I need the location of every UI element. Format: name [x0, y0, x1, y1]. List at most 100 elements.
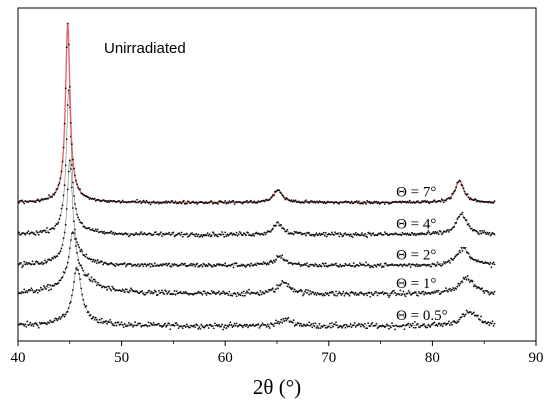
data-point	[314, 292, 316, 294]
data-point	[458, 285, 460, 287]
data-point	[69, 160, 71, 162]
data-point	[95, 281, 97, 283]
data-point	[323, 232, 325, 234]
data-point	[468, 279, 470, 281]
data-point	[340, 233, 342, 235]
data-point	[227, 294, 229, 296]
data-point	[440, 231, 442, 233]
data-point	[286, 285, 288, 287]
data-point	[52, 321, 54, 323]
data-point	[213, 232, 215, 234]
data-point	[73, 168, 75, 170]
data-point	[141, 263, 143, 265]
data-point	[207, 324, 209, 326]
data-point	[112, 232, 114, 234]
data-point	[92, 228, 94, 230]
data-point	[128, 292, 130, 294]
data-point	[400, 264, 402, 266]
data-point	[265, 324, 267, 326]
data-point	[93, 259, 95, 261]
data-point	[155, 291, 157, 293]
data-point	[283, 320, 285, 322]
data-point	[470, 311, 472, 313]
data-point	[40, 230, 42, 232]
data-point	[85, 305, 87, 307]
data-point	[235, 234, 237, 236]
data-point	[150, 293, 152, 295]
data-point	[75, 245, 77, 247]
data-point	[457, 253, 459, 255]
data-point	[54, 225, 56, 227]
data-point	[39, 290, 41, 292]
data-point	[393, 290, 395, 292]
data-point	[469, 225, 471, 227]
data-point	[258, 327, 260, 329]
data-point	[268, 263, 270, 265]
data-point	[12, 233, 14, 235]
data-point	[36, 289, 38, 291]
data-point	[459, 283, 461, 285]
data-point	[365, 261, 367, 263]
data-point	[293, 234, 295, 236]
data-point	[324, 235, 326, 237]
data-point	[280, 192, 282, 194]
data-point	[182, 293, 184, 295]
data-point	[349, 263, 351, 265]
data-point	[353, 324, 355, 326]
data-point	[279, 255, 281, 257]
data-point	[364, 265, 366, 267]
data-point	[81, 222, 83, 224]
data-point	[339, 292, 341, 294]
data-point	[65, 268, 67, 270]
data-point	[370, 292, 372, 294]
data-point	[176, 264, 178, 266]
data-point	[418, 264, 420, 266]
data-point	[95, 317, 97, 319]
data-point	[116, 325, 118, 327]
data-point	[80, 249, 82, 251]
data-point	[108, 321, 110, 323]
data-point	[236, 322, 238, 324]
data-point	[150, 266, 152, 268]
data-point	[77, 244, 79, 246]
data-point	[305, 235, 307, 237]
data-point	[324, 325, 326, 327]
data-point	[8, 233, 10, 235]
data-point	[250, 263, 252, 265]
data-point	[348, 293, 350, 295]
data-point	[61, 171, 63, 173]
data-point	[4, 265, 6, 267]
data-point	[53, 319, 55, 321]
data-point	[485, 233, 487, 235]
data-point	[9, 262, 11, 264]
data-point	[70, 301, 72, 303]
data-point	[331, 232, 333, 234]
data-point	[493, 202, 495, 204]
data-point	[73, 220, 75, 222]
data-point	[314, 322, 316, 324]
data-point	[110, 290, 112, 292]
data-point	[15, 294, 17, 296]
data-point	[484, 232, 486, 234]
data-point	[295, 199, 297, 201]
data-point	[318, 327, 320, 329]
data-point	[15, 261, 17, 263]
data-point	[48, 232, 50, 234]
data-point	[181, 203, 183, 205]
data-point	[357, 202, 359, 204]
data-point	[40, 287, 42, 289]
data-point	[457, 181, 459, 183]
data-point	[168, 323, 170, 325]
data-point	[385, 262, 387, 264]
data-point	[0, 325, 1, 327]
data-point	[442, 263, 444, 265]
data-point	[63, 195, 65, 197]
data-point	[344, 327, 346, 329]
data-point	[46, 323, 48, 325]
data-point	[174, 290, 176, 292]
data-point	[180, 264, 182, 266]
data-point	[464, 217, 466, 219]
data-point	[66, 266, 68, 268]
data-point	[271, 196, 273, 198]
data-point	[473, 286, 475, 288]
